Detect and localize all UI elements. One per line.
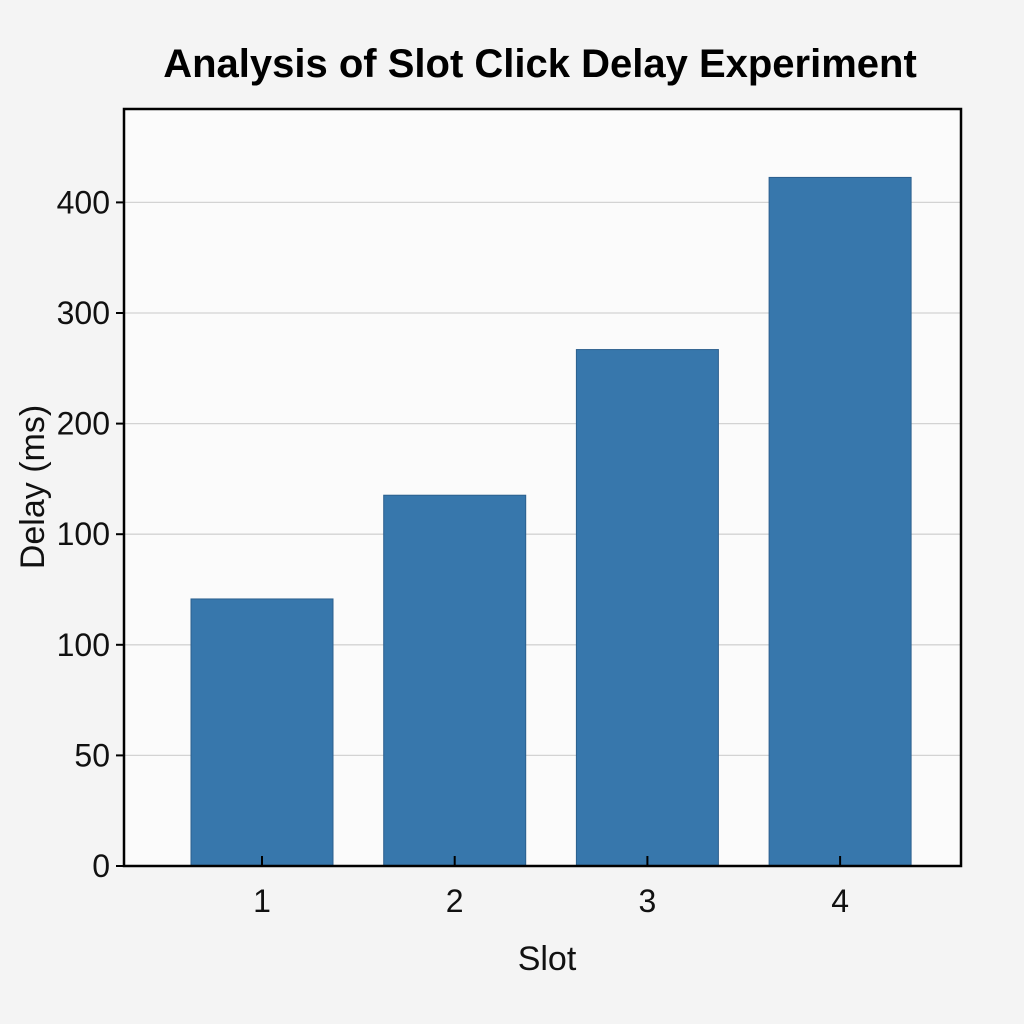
y-tick-label: 100 xyxy=(57,627,110,663)
y-tick-label: 300 xyxy=(57,295,110,331)
bars xyxy=(190,176,912,867)
x-axis-label: Slot xyxy=(518,940,577,978)
bar-slot-3 xyxy=(575,349,719,867)
chart-title: Analysis of Slot Click Delay Experiment xyxy=(163,42,917,86)
y-tick-label: 100 xyxy=(57,516,110,552)
y-ticks: 0 50 100 100 200 300 400 xyxy=(57,184,124,884)
bar-slot-1 xyxy=(190,598,334,867)
y-tick-label: 50 xyxy=(74,737,110,773)
y-tick-label: 200 xyxy=(57,406,110,442)
y-tick-label: 400 xyxy=(57,184,110,220)
x-tick-label: 1 xyxy=(253,883,271,919)
x-tick-label: 2 xyxy=(446,883,464,919)
x-tick-label: 4 xyxy=(831,883,849,919)
bar-slot-4 xyxy=(768,176,912,867)
x-ticks: 1 2 3 4 xyxy=(253,856,849,919)
x-tick-label: 3 xyxy=(639,883,657,919)
plot-frame xyxy=(122,107,963,868)
y-axis-label: Delay (ms) xyxy=(14,405,52,569)
bar-slot-2 xyxy=(383,494,527,867)
y-tick-label: 0 xyxy=(92,848,110,884)
